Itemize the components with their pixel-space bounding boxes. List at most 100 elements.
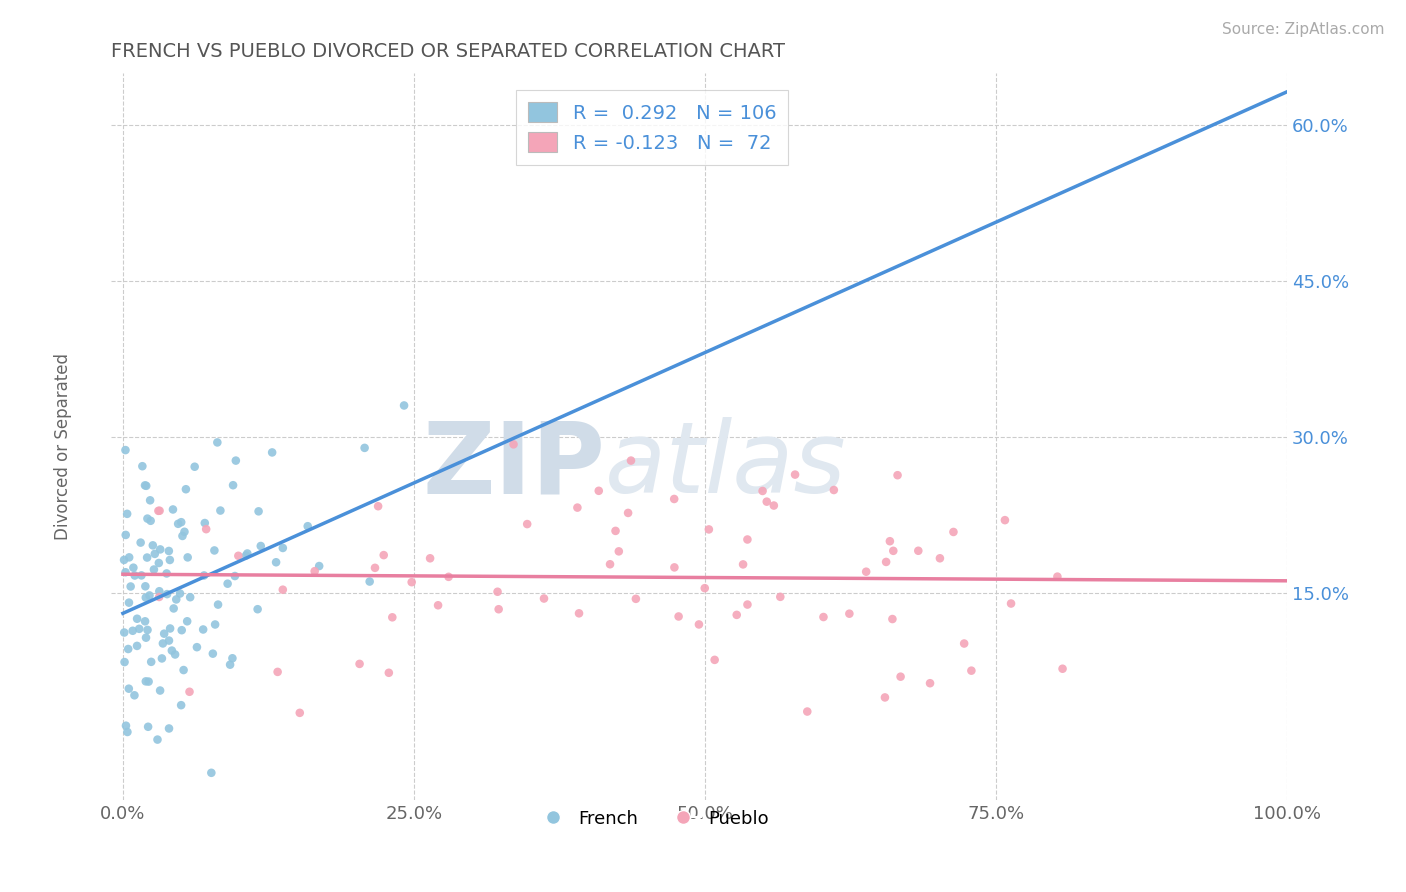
Point: [152, 636, 174, 650]
Point: [172, 529, 194, 543]
Point: [224, 569, 246, 583]
Point: [751, 483, 773, 498]
Point: [725, 607, 748, 622]
Point: [882, 612, 904, 626]
Point: [114, 655, 136, 669]
Point: [160, 643, 183, 657]
Point: [204, 617, 226, 632]
Point: [165, 648, 187, 662]
Point: [381, 610, 404, 624]
Point: [114, 566, 136, 580]
Point: [873, 690, 896, 705]
Point: [143, 547, 166, 561]
Point: [157, 633, 180, 648]
Point: [813, 610, 835, 624]
Point: [783, 467, 806, 482]
Point: [703, 653, 725, 667]
Point: [125, 639, 148, 653]
Point: [124, 568, 146, 582]
Point: [367, 499, 389, 513]
Point: [159, 622, 181, 636]
Point: [693, 581, 716, 595]
Point: [221, 651, 243, 665]
Point: [142, 538, 165, 552]
Point: [207, 598, 229, 612]
Point: [136, 550, 159, 565]
Point: [148, 584, 170, 599]
Point: [136, 623, 159, 637]
Point: [1000, 597, 1022, 611]
Point: [200, 765, 222, 780]
Point: [156, 587, 179, 601]
Point: [488, 602, 510, 616]
Point: [349, 657, 371, 671]
Point: [249, 539, 271, 553]
Point: [235, 549, 257, 563]
Legend: French, Pueblo: French, Pueblo: [527, 802, 776, 835]
Text: atlas: atlas: [605, 417, 846, 515]
Point: [207, 435, 229, 450]
Point: [117, 642, 139, 657]
Point: [953, 636, 976, 650]
Point: [796, 705, 818, 719]
Point: [879, 534, 901, 549]
Point: [297, 519, 319, 533]
Point: [148, 504, 170, 518]
Point: [960, 664, 983, 678]
Point: [733, 558, 755, 572]
Point: [159, 553, 181, 567]
Point: [994, 513, 1017, 527]
Point: [288, 706, 311, 720]
Point: [142, 562, 165, 576]
Point: [112, 553, 135, 567]
Point: [134, 478, 156, 492]
Point: [823, 483, 845, 497]
Point: [150, 651, 173, 665]
Point: [135, 674, 157, 689]
Point: [112, 625, 135, 640]
Point: [607, 544, 630, 558]
Point: [139, 493, 162, 508]
Point: [308, 559, 330, 574]
Point: [134, 615, 156, 629]
Point: [141, 655, 163, 669]
Point: [156, 566, 179, 581]
Point: [222, 478, 245, 492]
Text: Divorced or Separated: Divorced or Separated: [55, 352, 72, 540]
Point: [929, 551, 952, 566]
Point: [246, 602, 269, 616]
Point: [176, 615, 198, 629]
Point: [148, 590, 170, 604]
Point: [304, 564, 326, 578]
Point: [149, 542, 172, 557]
Point: [219, 657, 242, 672]
Point: [136, 720, 159, 734]
Point: [165, 592, 187, 607]
Point: [664, 560, 686, 574]
Point: [918, 676, 941, 690]
Point: [191, 623, 214, 637]
Point: [266, 665, 288, 679]
Point: [228, 549, 250, 563]
Point: [167, 516, 190, 531]
Point: [135, 631, 157, 645]
Point: [605, 524, 627, 538]
Point: [697, 523, 720, 537]
Point: [176, 550, 198, 565]
Point: [135, 591, 157, 605]
Point: [217, 576, 239, 591]
Point: [124, 688, 146, 702]
Point: [174, 482, 197, 496]
Point: [875, 555, 897, 569]
Point: [194, 516, 217, 530]
Point: [486, 584, 509, 599]
Point: [131, 568, 153, 582]
Point: [247, 504, 270, 518]
Point: [620, 453, 643, 467]
Point: [1046, 569, 1069, 583]
Point: [201, 647, 224, 661]
Point: [264, 555, 287, 569]
Point: [664, 491, 686, 506]
Point: [838, 607, 860, 621]
Point: [122, 560, 145, 574]
